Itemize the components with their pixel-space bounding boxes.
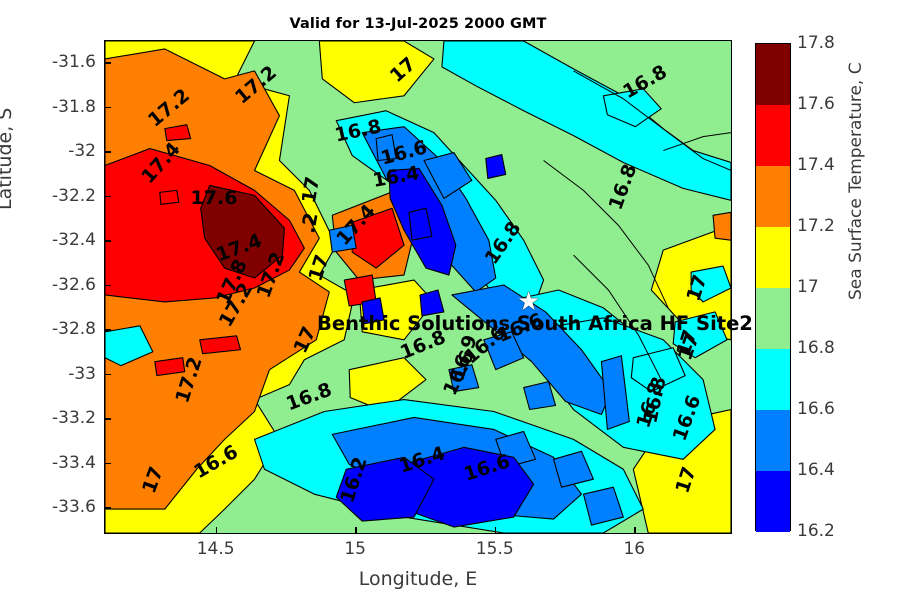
colorbar-tick-label: 17.4	[797, 155, 835, 175]
contour-band	[630, 347, 686, 393]
contour-band	[408, 207, 433, 241]
contour-band	[690, 265, 731, 303]
contour-band	[600, 355, 630, 430]
contour-band	[328, 224, 357, 253]
x-axis-label: Longitude, E	[358, 568, 478, 590]
contour-band	[159, 189, 180, 205]
x-tick-label: 16	[623, 539, 646, 559]
colorbar-tick-label: 17.6	[797, 94, 835, 114]
colorbar-band	[756, 410, 790, 471]
contour-line	[543, 160, 669, 309]
y-tick-label: -32.8	[52, 319, 96, 340]
contour-band	[348, 357, 427, 413]
contour-line	[663, 132, 731, 152]
contour-band	[448, 364, 480, 393]
y-tick-mark	[104, 106, 111, 109]
contour-band	[318, 41, 435, 104]
colorbar-tick-label: 16.4	[797, 460, 835, 480]
colorbar-band	[756, 105, 790, 166]
y-tick-mark	[104, 373, 111, 376]
contour-line	[573, 254, 662, 380]
x-tick-mark	[634, 527, 636, 534]
contour-band	[358, 279, 435, 341]
y-tick-label: -33.2	[52, 408, 96, 429]
contour-band	[485, 153, 507, 179]
contour-band	[423, 151, 473, 199]
colorbar-tick-label: 16.8	[797, 338, 835, 358]
y-tick-label: -32.2	[52, 185, 96, 206]
page-title: Valid for 13-Jul-2025 2000 GMT	[289, 16, 547, 32]
colorbar-tick-label: 17.8	[797, 33, 835, 53]
colorbar-band	[756, 349, 790, 410]
y-tick-label: -33	[68, 363, 96, 384]
contour-band	[419, 289, 445, 317]
site-annotation-label: Benthic Solutions South Africa HF Site2	[317, 312, 753, 335]
y-axis-ticks: -31.6 -31.8 -32 -32.2 -32.4 -32.6 -32.8 -33 -33.…	[0, 0, 96, 600]
contour-band	[672, 311, 728, 359]
colorbar	[755, 43, 791, 532]
y-tick-mark	[104, 151, 111, 153]
contour-band	[361, 297, 385, 325]
y-tick-mark	[104, 418, 111, 420]
contour-band	[523, 381, 557, 411]
colorbar-label: Sea Surface Temperature, C	[846, 62, 866, 300]
contour-band	[154, 357, 186, 377]
contour-band	[335, 456, 435, 522]
x-tick-mark	[494, 527, 497, 534]
y-tick-label: -32.4	[52, 230, 96, 251]
y-tick-label: -32	[68, 141, 96, 162]
contour-band	[553, 450, 594, 488]
contour-band	[164, 124, 192, 142]
y-tick-mark	[104, 329, 111, 331]
y-tick-label: -33.4	[52, 452, 96, 473]
y-tick-label: -31.6	[52, 52, 96, 73]
colorbar-band	[756, 166, 790, 227]
y-tick-mark	[104, 240, 111, 242]
colorbar-tick-label: 16.2	[797, 521, 835, 541]
colorbar-band	[756, 471, 790, 532]
x-tick-label: 15.5	[475, 539, 514, 559]
colorbar-tick-label: 17.2	[797, 216, 835, 236]
y-tick-mark	[104, 507, 111, 509]
contour-surface	[105, 41, 731, 533]
contour-band	[199, 335, 242, 355]
y-axis-label: Latitude, S	[0, 108, 16, 210]
colorbar-band	[756, 44, 790, 105]
y-tick-mark	[104, 195, 111, 198]
y-tick-mark	[104, 462, 111, 465]
y-tick-label: -31.8	[52, 96, 96, 117]
contour-band	[200, 184, 285, 279]
x-tick-label: 15	[344, 539, 367, 559]
colorbar-band	[756, 288, 790, 349]
star-marker-icon: ★	[517, 287, 541, 317]
y-tick-mark	[104, 62, 111, 64]
contour-band	[441, 41, 731, 201]
contour-band	[712, 211, 731, 241]
contour-band	[375, 134, 397, 162]
colorbar-band	[756, 227, 790, 288]
x-tick-mark	[355, 527, 357, 534]
contour-plot	[104, 40, 732, 534]
y-tick-label: -32.6	[52, 274, 96, 295]
colorbar-tick-label: 16.6	[797, 399, 835, 419]
x-tick-label: 14.5	[196, 539, 235, 559]
contour-band	[105, 325, 154, 367]
x-tick-mark	[215, 527, 218, 534]
contour-band	[582, 486, 624, 526]
contour-band	[483, 331, 525, 371]
y-tick-label: -33.6	[52, 497, 96, 518]
colorbar-tick-label: 17	[797, 277, 819, 297]
contour-line	[573, 70, 731, 171]
y-tick-mark	[104, 284, 111, 287]
